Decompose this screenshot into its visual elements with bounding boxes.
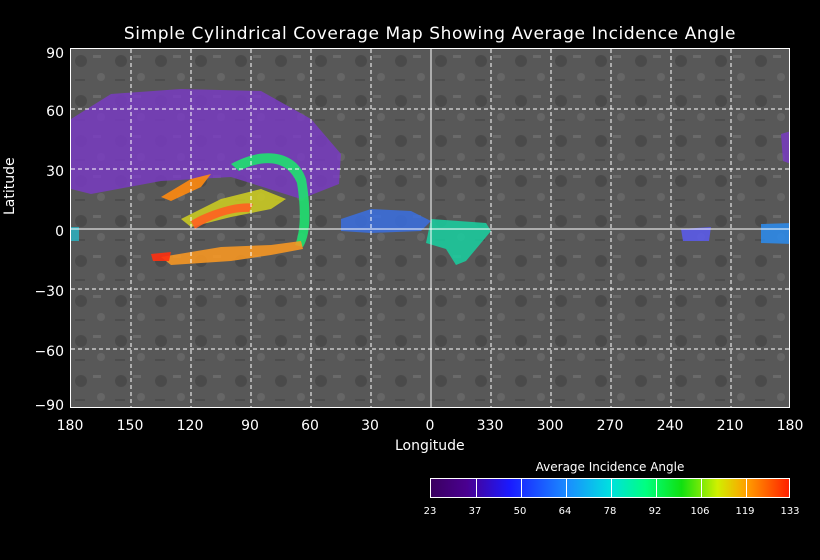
coverage-region-north [71, 89, 341, 199]
colorbar [430, 478, 790, 498]
y-tick-label: −90 [34, 398, 64, 414]
colorbar-divider [566, 479, 567, 497]
coverage-arc-lower [161, 241, 303, 265]
x-tick-label: 180 [56, 418, 84, 434]
x-tick-label: 300 [536, 418, 564, 434]
coverage-map [70, 48, 790, 408]
x-axis-label: Longitude [395, 438, 465, 454]
coverage-arc-outer [231, 153, 310, 247]
map-canvas [71, 49, 789, 407]
coverage-region-east-edge [781, 131, 789, 164]
y-tick-label: 90 [46, 46, 64, 62]
x-tick-label: 90 [241, 418, 259, 434]
colorbar-divider [611, 479, 612, 497]
colorbar-divider [656, 479, 657, 497]
coverage-region-cyan [426, 219, 491, 265]
colorbar-tick: 92 [648, 506, 662, 517]
colorbar-divider [701, 479, 702, 497]
colorbar-tick: 106 [690, 506, 710, 517]
colorbar-tick: 133 [780, 506, 800, 517]
colorbar-tick: 37 [468, 506, 482, 517]
colorbar-tick: 23 [423, 506, 437, 517]
x-tick-label: 180 [776, 418, 804, 434]
colorbar-divider [476, 479, 477, 497]
x-tick-label: 0 [425, 418, 435, 434]
coverage-arc-red [151, 252, 171, 261]
map-title: Simple Cylindrical Coverage Map Showing … [123, 24, 737, 44]
colorbar-title: Average Incidence Angle [535, 460, 685, 474]
x-tick-label: 30 [361, 418, 379, 434]
x-tick-label: 270 [596, 418, 624, 434]
colorbar-divider [521, 479, 522, 497]
y-tick-label: 0 [55, 224, 64, 240]
y-tick-label: −60 [34, 344, 64, 360]
coverage-region-west-edge [71, 227, 79, 241]
y-tick-label: 30 [46, 164, 64, 180]
colorbar-tick: 50 [513, 506, 527, 517]
coverage-region-small-blue [681, 227, 711, 241]
colorbar-divider [746, 479, 747, 497]
x-tick-label: 60 [301, 418, 319, 434]
coverage-region-east-cyan [761, 223, 789, 244]
y-axis-label: Latitude [2, 157, 18, 215]
x-tick-label: 150 [116, 418, 144, 434]
colorbar-tick: 64 [558, 506, 572, 517]
y-tick-label: 60 [46, 104, 64, 120]
colorbar-tick: 119 [735, 506, 755, 517]
x-tick-label: 210 [716, 418, 744, 434]
y-tick-label: −30 [34, 284, 64, 300]
x-tick-label: 120 [176, 418, 204, 434]
coverage-arc-inner [191, 203, 253, 229]
x-tick-label: 330 [476, 418, 504, 434]
colorbar-tick: 78 [603, 506, 617, 517]
coverage-region-equator [341, 209, 431, 233]
x-tick-label: 240 [656, 418, 684, 434]
coverage-arc-orange [161, 174, 211, 201]
